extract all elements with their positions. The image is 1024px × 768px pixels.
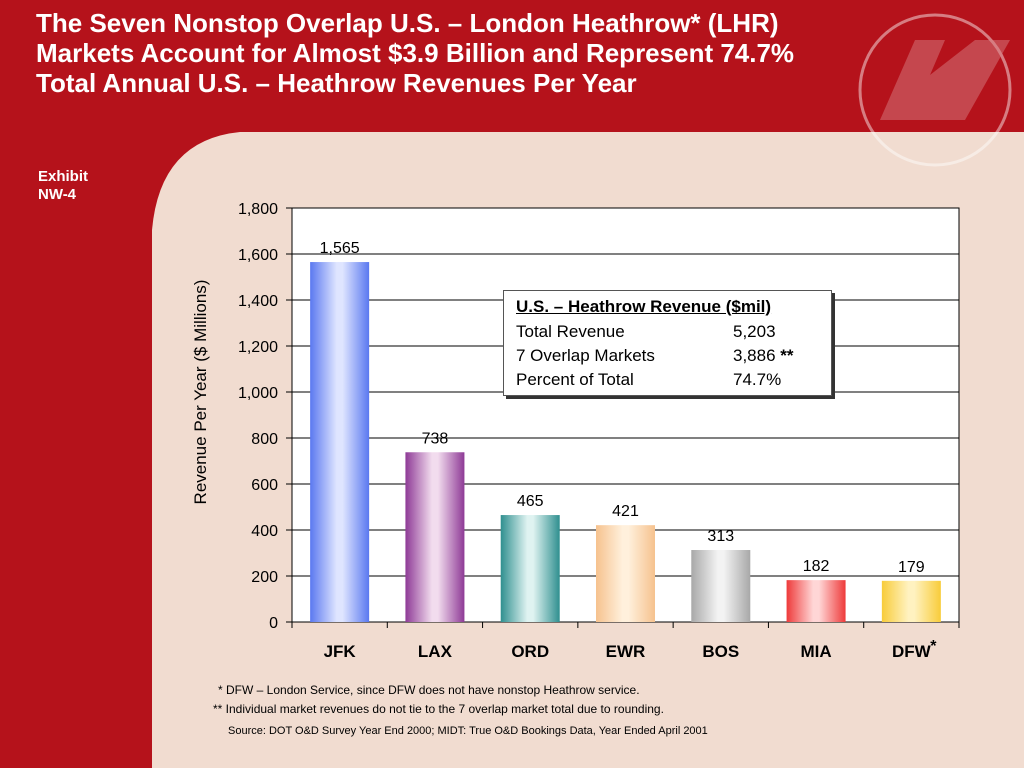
x-axis-ticks: JFK LAX ORD EWR BOS MIA DFW * (291, 622, 960, 661)
category-label-ord: ORD (511, 642, 549, 661)
watermark-logo (858, 13, 1012, 167)
data-label-jfk: 1,565 (320, 240, 360, 257)
bar-lax (405, 452, 465, 622)
data-label-ord: 465 (517, 493, 544, 510)
data-label-lax: 738 (422, 430, 449, 447)
y-tick-label: 1,000 (238, 385, 278, 402)
title-line-1: The Seven Nonstop Overlap U.S. – London … (36, 8, 779, 38)
data-label-bos: 313 (707, 528, 734, 545)
category-label-mia: MIA (800, 642, 831, 661)
y-axis-label: Revenue Per Year ($ Millions) (191, 280, 210, 505)
y-tick-label: 600 (251, 477, 278, 494)
revenue-summary-box: U.S. – Heathrow Revenue ($mil) Total Rev… (503, 290, 832, 396)
summary-value-total-text: 5,203 (733, 322, 776, 341)
y-tick-label: 1,200 (238, 339, 278, 356)
y-tick-label: 800 (251, 431, 278, 448)
bar-mia (786, 580, 846, 622)
summary-value-overlap-text: 3,886 (733, 346, 776, 365)
bar-jfk (310, 262, 370, 622)
bar-bos (691, 550, 751, 622)
y-axis-ticks: 0 200 400 600 800 1,000 1,200 1,400 1,600 1,800 (238, 201, 292, 632)
y-tick-label: 0 (269, 615, 278, 632)
footnote-rounding: ** Individual market revenues do not tie… (213, 702, 664, 716)
data-label-mia: 182 (803, 558, 830, 575)
title-line-3: Total Annual U.S. – Heathrow Revenues Pe… (36, 68, 637, 98)
summary-value-percent: 74.7% (733, 370, 781, 390)
exhibit-line-1: Exhibit (38, 168, 89, 185)
category-label-bos: BOS (702, 642, 739, 661)
category-label-lax: LAX (418, 642, 453, 661)
data-label-dfw: 179 (898, 559, 925, 576)
y-tick-label: 1,600 (238, 247, 278, 264)
bar-ord (500, 515, 560, 622)
title-line-2: Markets Account for Almost $3.9 Billion … (36, 38, 795, 68)
bar-ewr (596, 525, 655, 622)
summary-label-overlap: 7 Overlap Markets (516, 346, 655, 365)
summary-value-percent-text: 74.7% (733, 370, 782, 389)
category-footnote-mark: * (930, 638, 937, 655)
source-note: Source: DOT O&D Survey Year End 2000; MI… (228, 725, 708, 737)
bar-dfw (881, 580, 941, 622)
footnote-dfw: * DFW – London Service, since DFW does n… (218, 683, 640, 697)
summary-value-total: 5,203 (733, 322, 776, 342)
data-label-ewr: 421 (612, 503, 639, 520)
summary-heading: U.S. – Heathrow Revenue ($mil) (516, 297, 772, 316)
slide-title: The Seven Nonstop Overlap U.S. – London … (36, 8, 936, 98)
summary-label-percent: Percent of Total (516, 370, 634, 389)
y-tick-label: 200 (251, 569, 278, 586)
bars (310, 262, 941, 622)
category-label-dfw: DFW (892, 642, 932, 661)
y-tick-label: 1,800 (238, 201, 278, 218)
category-label-jfk: JFK (324, 642, 357, 661)
data-labels: 1,565 738 465 421 313 182 179 (320, 240, 925, 576)
exhibit-line-2: NW-4 (38, 186, 77, 203)
exhibit-label: Exhibit NW-4 (38, 168, 88, 204)
category-label-ewr: EWR (606, 642, 646, 661)
y-tick-label: 400 (251, 523, 278, 540)
summary-label-total: Total Revenue (516, 322, 625, 341)
summary-value-overlap-mark: ** (780, 346, 794, 365)
summary-value-overlap: 3,886 ** (733, 346, 794, 366)
y-tick-label: 1,400 (238, 293, 278, 310)
